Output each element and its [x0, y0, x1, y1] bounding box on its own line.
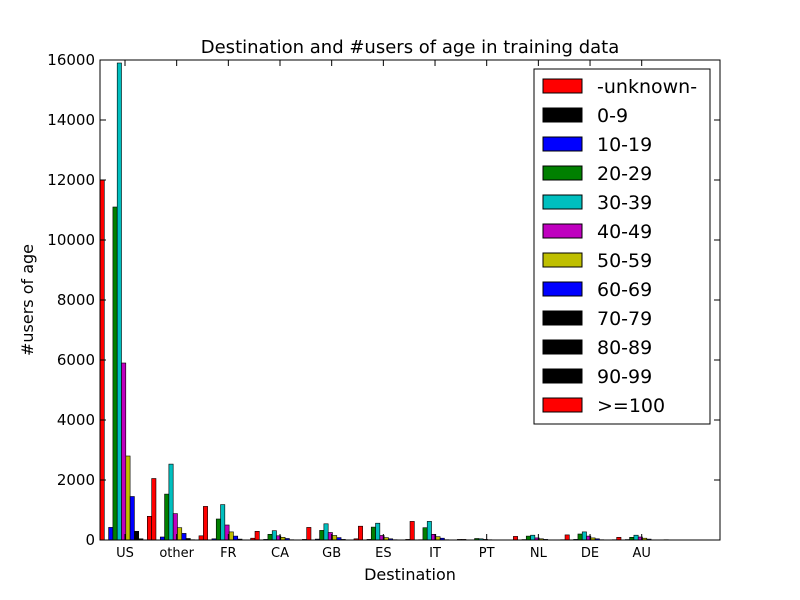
legend-swatch — [542, 368, 583, 384]
x-tick-label: FR — [220, 546, 237, 561]
legend-label: 0-9 — [597, 105, 628, 127]
bar-other-7 — [181, 533, 187, 541]
chart-title: Destination and #users of age in trainin… — [201, 37, 620, 58]
x-tick-label: US — [116, 546, 134, 561]
x-tick-label: GB — [322, 546, 341, 561]
bar-GB-3 — [319, 530, 325, 541]
bar-DE-0 — [564, 534, 570, 541]
x-tick-label: NL — [530, 546, 548, 561]
legend-swatch — [542, 223, 583, 239]
bar-AU-4 — [633, 534, 639, 541]
legend-swatch — [542, 136, 583, 152]
legend-label: 60-69 — [597, 279, 652, 301]
x-tick-label: AU — [632, 546, 650, 561]
legend-label: 20-29 — [597, 163, 652, 185]
legend-swatch — [542, 339, 583, 355]
bar-IT-3 — [422, 527, 428, 541]
bar-IT-4 — [426, 521, 432, 541]
bar-US-2 — [108, 527, 114, 541]
bar-IT-0 — [409, 521, 415, 541]
legend-label: 50-59 — [597, 250, 652, 272]
legend-swatch — [542, 310, 583, 326]
bar-FR-4 — [220, 504, 226, 541]
legend-label: 30-39 — [597, 192, 652, 214]
bar-other-3 — [164, 493, 170, 541]
bar-DE-3 — [577, 533, 583, 541]
x-tick-label: ES — [375, 546, 391, 561]
bar-ES-0 — [358, 525, 363, 541]
bar-FR-7 — [233, 535, 239, 541]
x-tick-label: CA — [271, 546, 289, 561]
x-tick-label: IT — [429, 546, 441, 561]
bar-US-5 — [121, 362, 127, 541]
bar-US-4 — [116, 62, 122, 541]
bar-FR-6 — [228, 531, 234, 541]
x-axis: US other FR CA GB ES IT PT NL DE AU — [116, 60, 651, 561]
bar-US-3 — [112, 206, 118, 541]
bar-NL-0 — [513, 536, 518, 541]
x-axis-label: Destination — [364, 565, 456, 584]
legend-swatch — [542, 194, 583, 210]
y-tick-label: 6000 — [57, 351, 95, 369]
legend-label: 10-19 — [597, 134, 652, 156]
bar-NL-4 — [530, 534, 536, 541]
legend-box — [533, 68, 711, 425]
bar-FR-3 — [215, 518, 221, 541]
bar-US-8 — [134, 530, 139, 541]
bar-DE-4 — [581, 531, 587, 541]
y-tick-label: 2000 — [57, 471, 95, 489]
y-tick-label: 4000 — [57, 411, 95, 429]
y-tick-label: 0 — [85, 531, 95, 549]
bar-US-7 — [129, 496, 135, 541]
legend-label: 80-89 — [597, 337, 652, 359]
x-tick-label: PT — [479, 546, 495, 561]
bar-ES-4 — [375, 522, 381, 541]
legend-swatch — [542, 397, 583, 413]
bar-US-6 — [125, 455, 131, 541]
bar-FR-0 — [203, 506, 208, 541]
legend-label: -unknown- — [597, 76, 697, 98]
y-tick-label: 16000 — [47, 51, 95, 69]
legend: -unknown- 0-9 10-19 20-29 30-39 40-49 50-59 60-… — [533, 68, 711, 425]
y-tick-label: 14000 — [47, 111, 95, 129]
bar-other-4 — [168, 463, 174, 541]
bar-GB-4 — [323, 523, 329, 541]
legend-label: 40-49 — [597, 221, 652, 243]
bar-CA-3 — [267, 533, 273, 541]
bar-CA-4 — [271, 530, 277, 541]
y-tick-label: 8000 — [57, 291, 95, 309]
y-tick-label: 10000 — [47, 231, 95, 249]
bar-GB-6 — [332, 535, 338, 541]
x-tick-label: DE — [581, 546, 599, 561]
x-tick-label: other — [159, 546, 194, 561]
legend-label: 70-79 — [597, 308, 652, 330]
bar-CA-0 — [254, 530, 260, 541]
y-axis-label: #users of age — [18, 244, 37, 356]
bar-US-11 — [147, 515, 152, 541]
bar-other-6 — [177, 527, 183, 541]
bar-GB-0 — [306, 527, 312, 541]
bar-NL-3 — [525, 535, 531, 541]
bar-other-0 — [151, 478, 157, 541]
legend-swatch — [542, 165, 583, 181]
legend-swatch — [542, 252, 583, 268]
y-axis: 0 2000 4000 6000 8000 10000 12000 14000 16000 — [47, 51, 720, 549]
legend-swatch — [542, 281, 583, 297]
bar-ES-3 — [370, 526, 376, 541]
legend-label: 90-99 — [597, 366, 652, 388]
bar-other-11 — [198, 535, 204, 541]
legend-label: >=100 — [597, 395, 665, 417]
legend-swatch — [542, 107, 583, 123]
legend-swatch — [542, 78, 583, 94]
y-tick-label: 12000 — [47, 171, 95, 189]
